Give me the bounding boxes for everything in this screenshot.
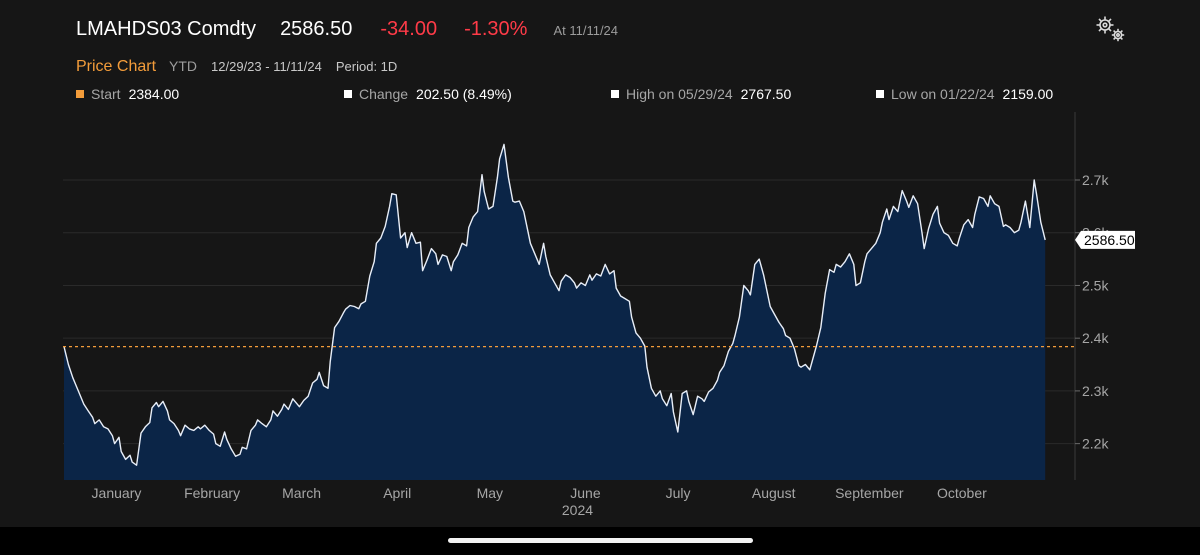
stat-low-key: Low on 01/22/24 (891, 86, 995, 102)
x-tick-label: October (937, 485, 987, 501)
date-range: 12/29/23 - 11/11/24 (211, 59, 322, 74)
x-year-label: 2024 (562, 502, 593, 518)
y-tick-label: 2.3k (1082, 383, 1109, 399)
x-tick-label: July (666, 485, 691, 501)
x-tick-label: April (383, 485, 411, 501)
period-label[interactable]: Period: 1D (335, 59, 398, 74)
x-tick-label: February (184, 485, 240, 501)
y-tick-label: 2.5k (1082, 277, 1109, 293)
x-tick-label: September (835, 485, 904, 501)
stat-change-key: Change (359, 86, 409, 102)
change-marker-icon (344, 90, 352, 98)
last-price-badge (1075, 230, 1135, 249)
last-price-badge-label: 2586.50 (1084, 232, 1135, 248)
last-price: 2586.50 (280, 18, 353, 40)
chart-toolbar: Price Chart YTD 12/29/23 - 11/11/24 Peri… (76, 58, 397, 76)
price-area-chart[interactable]: 2.2k2.3k2.4k2.5k2.6k2.7kJanuaryFebruaryM… (0, 0, 1200, 527)
stat-high: High on 05/29/24 2767.50 (611, 86, 791, 102)
stat-change-value: 202.50 (8.49%) (416, 86, 512, 102)
percent-change: -1.30% (464, 18, 528, 40)
range-button[interactable]: YTD (169, 58, 198, 74)
y-tick-label: 2.4k (1082, 330, 1109, 346)
ticker-symbol[interactable]: LMAHDS03 Comdty (76, 18, 257, 40)
stat-low: Low on 01/22/24 2159.00 (876, 86, 1053, 102)
start-marker-icon (76, 90, 84, 98)
stat-change: Change 202.50 (8.49%) (344, 86, 512, 102)
as-of-date: At 11/11/24 (553, 23, 619, 38)
stat-high-key: High on 05/29/24 (626, 86, 733, 102)
home-indicator[interactable] (448, 538, 753, 543)
x-tick-label: May (477, 485, 503, 501)
stat-low-value: 2159.00 (1002, 86, 1054, 102)
high-marker-icon (611, 90, 619, 98)
stat-start: Start 2384.00 (76, 86, 179, 102)
x-tick-label: August (752, 485, 796, 501)
price-chart-label[interactable]: Price Chart (76, 58, 157, 75)
x-tick-label: January (92, 485, 142, 501)
quote-header: LMAHDS03 Comdty 2586.50 -34.00 -1.30% At… (76, 18, 618, 46)
price-area-fill (64, 144, 1046, 480)
price-series-line (63, 143, 1046, 466)
net-change: -34.00 (380, 18, 438, 40)
gears-icon[interactable] (1092, 14, 1128, 44)
stat-start-value: 2384.00 (128, 86, 180, 102)
y-tick-label: 2.2k (1082, 436, 1109, 452)
x-tick-label: March (282, 485, 321, 501)
low-marker-icon (876, 90, 884, 98)
x-tick-label: June (570, 485, 601, 501)
stat-start-key: Start (91, 86, 121, 102)
y-tick-label: 2.7k (1082, 172, 1109, 188)
stat-high-value: 2767.50 (740, 86, 792, 102)
